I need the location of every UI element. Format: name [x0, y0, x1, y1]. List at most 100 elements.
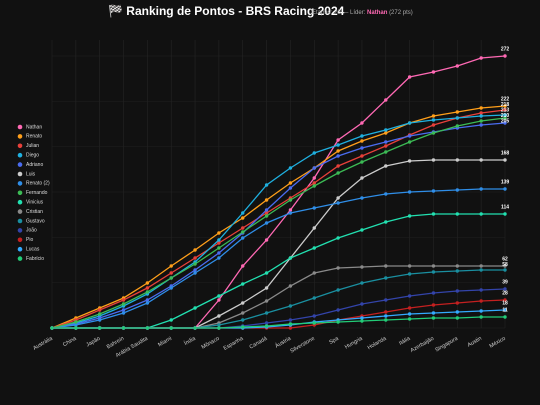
data-point: [503, 268, 507, 272]
data-point: [336, 143, 340, 147]
data-point: [360, 196, 364, 200]
data-point: [431, 131, 436, 135]
data-point: [455, 301, 460, 305]
data-point: [121, 308, 126, 312]
data-point: [336, 196, 340, 200]
data-point: [455, 310, 460, 314]
data-point: [74, 323, 78, 327]
data-point: [312, 181, 316, 185]
data-point: [431, 70, 436, 74]
data-point: [312, 314, 316, 318]
data-point: [121, 298, 126, 302]
data-point: [431, 270, 436, 274]
legend-swatch: [17, 218, 23, 224]
data-point: [288, 181, 293, 185]
data-point: [74, 326, 78, 330]
data-point: [384, 276, 388, 280]
data-point: [169, 318, 173, 322]
data-point: [193, 256, 197, 260]
data-point: [384, 164, 388, 168]
data-point: [193, 268, 197, 272]
data-point: [479, 56, 483, 60]
data-point: [336, 308, 340, 312]
series-line: [51, 188, 505, 329]
legend-swatch: [17, 256, 23, 261]
chart-subtitle: Etapas: 20 — Líder: Nathan (272 pts): [312, 10, 413, 16]
data-point: [241, 230, 245, 234]
legend-swatch: [17, 209, 23, 214]
data-point: [288, 186, 293, 190]
data-point: [336, 201, 340, 205]
data-point: [455, 124, 460, 128]
data-point: [264, 311, 269, 315]
data-point: [455, 269, 460, 273]
data-point: [384, 298, 388, 302]
data-point: [264, 221, 269, 225]
legend-label: Lucas: [26, 247, 40, 253]
data-point: [145, 290, 150, 294]
data-point: [217, 294, 221, 298]
series-line: [51, 122, 506, 329]
legend-swatch: [17, 237, 23, 243]
data-point: [431, 114, 436, 118]
data-point: [407, 294, 412, 298]
data-point: [455, 188, 460, 192]
data-point: [431, 212, 436, 216]
data-point: [336, 236, 340, 240]
end-value-label: 39: [502, 279, 508, 285]
data-point: [503, 187, 507, 191]
data-point: [479, 106, 483, 110]
subtitle-suffix: (272 pts): [389, 10, 413, 16]
data-point: [217, 323, 221, 327]
end-value-label: 205: [501, 118, 510, 124]
legend-swatch: [17, 246, 23, 252]
data-point: [503, 121, 507, 125]
data-point: [384, 150, 388, 154]
data-point: [169, 264, 173, 268]
data-point: [503, 108, 507, 112]
data-point: [217, 231, 221, 235]
data-point: [97, 312, 102, 316]
legend-swatch: [17, 134, 23, 139]
data-point: [479, 315, 483, 319]
data-point: [431, 158, 436, 162]
data-point: [288, 322, 293, 326]
data-point: [360, 281, 364, 285]
legend-label: Luis: [26, 171, 36, 177]
data-point: [431, 291, 436, 295]
data-point: [169, 271, 173, 275]
data-point: [384, 131, 388, 135]
chart-title: 🏁 Ranking de Pontos - BRS Racing 2024: [108, 4, 345, 18]
end-value-label: 168: [501, 150, 510, 156]
legend-swatch: [17, 199, 23, 205]
data-point: [407, 317, 412, 321]
data-point: [264, 183, 269, 187]
data-point: [431, 316, 436, 320]
data-point: [288, 166, 293, 170]
data-point: [217, 246, 221, 250]
data-point: [384, 140, 388, 144]
data-point: [407, 306, 412, 310]
data-point: [336, 171, 340, 175]
data-point: [336, 149, 340, 153]
data-point: [384, 144, 388, 148]
data-point: [145, 298, 150, 302]
legend-label: Fernando: [26, 190, 48, 196]
data-point: [360, 265, 364, 269]
data-point: [193, 248, 197, 252]
data-point: [503, 54, 507, 58]
data-point: [360, 319, 364, 323]
data-point: [336, 320, 340, 324]
data-point: [407, 214, 412, 218]
data-point: [431, 118, 436, 122]
data-point: [503, 158, 507, 162]
data-point: [336, 288, 340, 292]
x-tick-label: Itália: [398, 335, 412, 346]
data-point: [503, 116, 507, 120]
data-point: [241, 216, 245, 220]
data-point: [503, 308, 507, 312]
data-point: [264, 286, 269, 290]
data-point: [121, 311, 126, 315]
data-point: [431, 189, 436, 193]
